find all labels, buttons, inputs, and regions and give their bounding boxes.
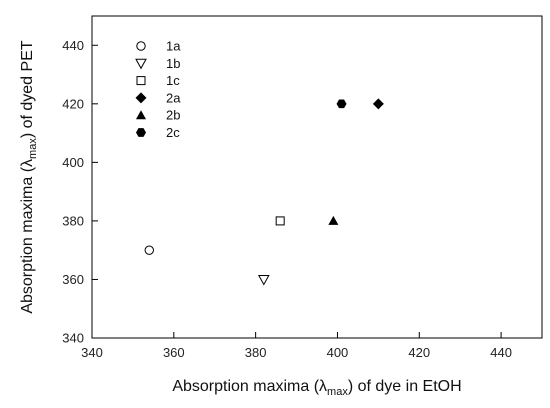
y-tick-label: 420 [62, 96, 84, 111]
legend-label-1c: 1c [166, 73, 180, 88]
data-point-1a [144, 245, 154, 255]
y-tick-label: 440 [62, 38, 84, 53]
legend: 1a 1b 1c 2a 2b 2c [135, 39, 181, 140]
data-points [144, 98, 384, 286]
x-tick-label: 440 [490, 345, 512, 360]
x-tick-label: 360 [163, 345, 185, 360]
y-axis-label: Absorption maxima (λmax) of dyed PET [19, 40, 39, 314]
x-tick-label: 340 [81, 345, 103, 360]
legend-marker-2a [135, 92, 147, 104]
y-tick-label: 340 [62, 331, 84, 346]
x-tick-label: 380 [245, 345, 267, 360]
data-point-2c [336, 99, 347, 109]
legend-label-1a: 1a [166, 39, 181, 54]
legend-label-1b: 1b [166, 56, 180, 71]
x-tick-label: 400 [327, 345, 349, 360]
legend-label-2a: 2a [166, 90, 181, 105]
data-point-2b [328, 215, 339, 225]
legend-label-2c: 2c [166, 125, 180, 140]
y-tick-label: 360 [62, 272, 84, 287]
data-point-2a [372, 98, 384, 110]
legend-marker-2c [136, 128, 146, 137]
y-tick-label: 380 [62, 213, 84, 228]
plot-area [91, 15, 543, 339]
legend-marker-1a [136, 41, 146, 51]
legend-marker-1c [136, 76, 146, 86]
legend-marker-2b [136, 110, 146, 120]
legend-marker-1b [135, 58, 147, 70]
legend-label-2b: 2b [166, 108, 180, 123]
data-point-1c [275, 216, 285, 226]
y-axis-ticks: 340 360 380 400 420 440 [62, 38, 98, 346]
x-tick-label: 420 [408, 345, 430, 360]
x-axis-ticks: 340 360 380 400 420 440 [81, 332, 512, 360]
data-point-1b [257, 274, 270, 286]
x-axis-label: Absorption maxima (λmax) of dye in EtOH [172, 378, 461, 398]
y-tick-label: 400 [62, 155, 84, 170]
